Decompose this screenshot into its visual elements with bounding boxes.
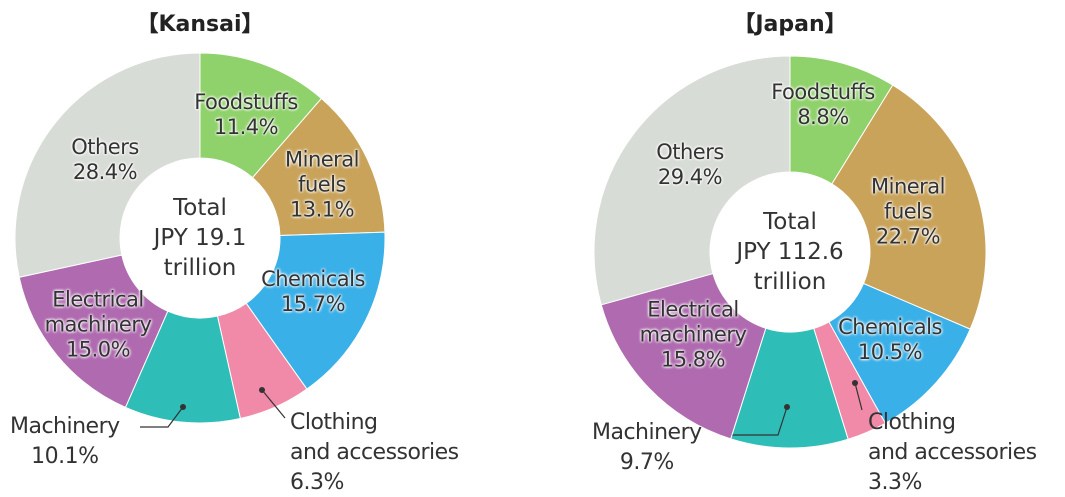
category-label: Foodstuffs <box>771 80 875 104</box>
value-label: 6.3% <box>290 470 344 495</box>
category-label: Mineral fuels <box>284 147 360 197</box>
slice-label: Chemicals 15.7% <box>261 267 365 317</box>
leader-dot <box>852 380 858 386</box>
slice-label: Foodstuffs 11.4% <box>194 90 298 140</box>
pie-slice <box>245 231 386 390</box>
leader-dot <box>259 387 265 393</box>
slice-label: Clothing and accessories 3.3% <box>868 408 1037 497</box>
center-line: trillion <box>753 269 827 295</box>
leader-line <box>720 406 788 436</box>
slice-label: Electrical machinery 15.8% <box>640 298 747 373</box>
value-label: 15.8% <box>660 347 726 372</box>
pie-slice <box>14 52 201 278</box>
pie-slice <box>600 272 767 440</box>
leader-line <box>854 382 863 411</box>
category-label: Foodstuffs <box>194 90 298 114</box>
slice-label: Others 29.4% <box>656 140 724 190</box>
slice-label: Electrical machinery 15.0% <box>45 288 152 363</box>
category-label: Machinery <box>10 414 120 439</box>
slice-label: Mineral fuels 22.7% <box>870 174 946 250</box>
pie-slice <box>593 55 791 306</box>
center-line: Total <box>763 209 817 235</box>
category-label: Machinery <box>592 420 702 445</box>
slice-label: Foodstuffs 8.8% <box>771 80 875 130</box>
chart-title: 【Kansai】 <box>136 12 264 37</box>
category-label: Clothing and accessories <box>868 410 1037 465</box>
slice-label: Machinery 10.1% <box>10 412 120 472</box>
value-label: 15.7% <box>280 292 346 316</box>
chart-title: 【Japan】 <box>733 12 847 37</box>
center-label: Total JPY 19.1 trillion <box>154 193 247 283</box>
category-label: Chemicals <box>838 315 942 339</box>
slice-label: Mineral fuels 13.1% <box>284 147 360 223</box>
value-label: 29.4% <box>657 165 723 189</box>
center-line: JPY 112.6 <box>736 239 844 265</box>
value-label: 28.4% <box>72 160 138 184</box>
value-label: 10.1% <box>31 444 99 469</box>
center-line: Total <box>173 195 227 221</box>
category-label: Clothing and accessories <box>290 410 459 465</box>
value-label: 9.7% <box>619 450 674 475</box>
value-label: 22.7% <box>875 224 941 249</box>
pie-slice <box>251 97 386 237</box>
center-line: trillion <box>163 255 237 281</box>
center-line: JPY 19.1 <box>153 225 247 251</box>
category-label: Others <box>71 135 139 159</box>
category-label: Electrical machinery <box>44 287 152 337</box>
slice-label: Clothing and accessories 6.3% <box>290 408 459 497</box>
category-label: Chemicals <box>261 267 365 291</box>
pie-slice <box>831 84 987 330</box>
leader-dot <box>784 404 790 410</box>
value-label: 11.4% <box>213 115 279 139</box>
slice-label: Machinery 9.7% <box>592 418 702 478</box>
value-label: 10.5% <box>857 340 923 364</box>
slice-label: Chemicals 10.5% <box>838 315 942 365</box>
category-label: Mineral fuels <box>870 174 946 224</box>
category-label: Others <box>656 140 724 164</box>
slice-label: Others 28.4% <box>71 135 139 185</box>
value-label: 8.8% <box>797 105 849 129</box>
center-label: Total JPY 112.6 trillion <box>736 207 843 297</box>
value-label: 15.0% <box>65 337 131 362</box>
leader-line <box>140 406 184 428</box>
pie-slice <box>18 254 169 408</box>
category-label: Electrical machinery <box>639 297 747 347</box>
value-label: 3.3% <box>868 470 922 495</box>
leader-line <box>261 389 286 419</box>
value-label: 13.1% <box>289 197 355 222</box>
leader-dot <box>180 404 186 410</box>
